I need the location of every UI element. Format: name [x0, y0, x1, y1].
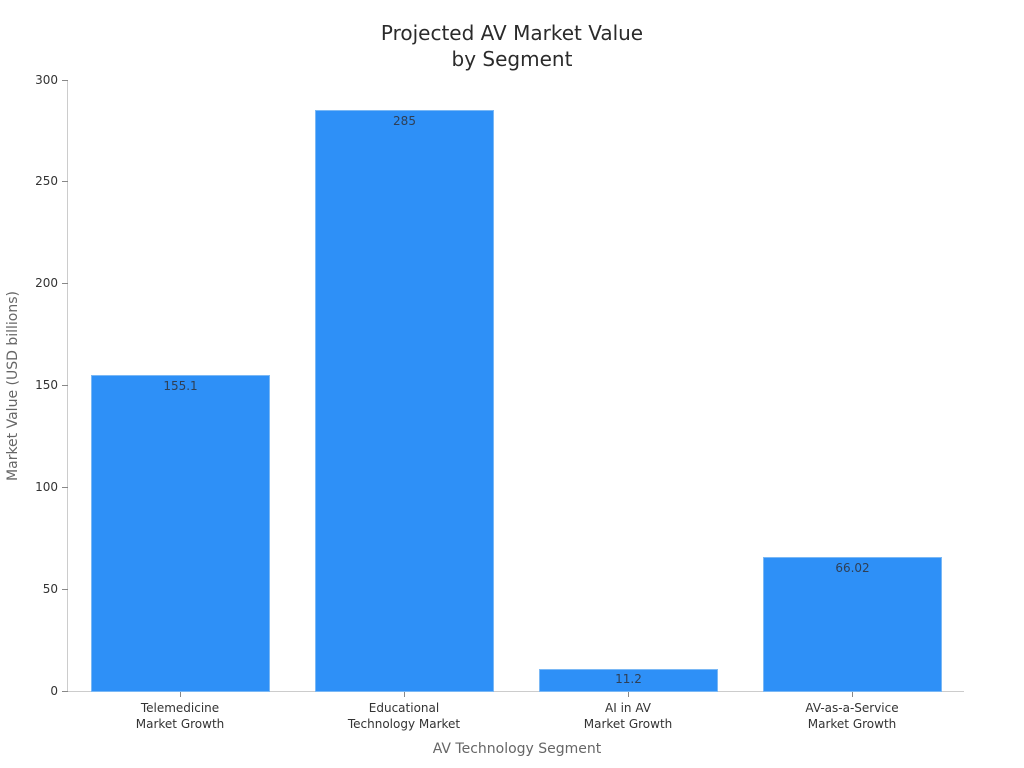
- y-tick-50: [62, 589, 68, 590]
- y-tick-label-300: 300: [35, 73, 58, 87]
- bar-telemedicine[interactable]: 155.1: [91, 375, 270, 692]
- bar-av-as-a-service[interactable]: 66.02: [763, 557, 942, 692]
- x-tick-label-ai-in-av: AI in AV Market Growth: [528, 700, 728, 732]
- bar-value-label: 11.2: [615, 672, 642, 686]
- x-label-line: Market Growth: [135, 717, 225, 731]
- y-tick-150: [62, 385, 68, 386]
- x-tick-label-telemedicine: Telemedicine Market Growth: [80, 700, 280, 732]
- x-label-line: AV-as-a-Service: [805, 701, 899, 715]
- x-label-line: Market Growth: [583, 717, 673, 731]
- chart-title-line-2: by Segment: [451, 47, 573, 71]
- x-axis-line: [67, 691, 964, 692]
- chart-title-line-1: Projected AV Market Value: [380, 21, 644, 45]
- bar-ai-in-av[interactable]: 11.2: [539, 669, 718, 692]
- x-tick-label-educational: Educational Technology Market: [304, 700, 504, 732]
- x-axis-title: AV Technology Segment: [432, 741, 602, 757]
- bar-value-label: 66.02: [835, 561, 870, 575]
- y-tick-200: [62, 283, 68, 284]
- x-tick-educational: [404, 692, 405, 697]
- bar-educational-technology[interactable]: 285: [315, 110, 494, 692]
- y-tick-label-100: 100: [35, 480, 58, 494]
- y-tick-0: [62, 691, 68, 692]
- x-label-line: Technology Market: [347, 717, 461, 731]
- y-tick-label-250: 250: [35, 174, 58, 188]
- x-tick-label-av-as-a-service: AV-as-a-Service Market Growth: [752, 700, 952, 732]
- x-label-line: AI in AV: [605, 701, 651, 715]
- bar-value-label: 155.1: [163, 379, 198, 393]
- chart-title: Projected AV Market Value by Segment: [0, 20, 1024, 72]
- y-tick-300: [62, 80, 68, 81]
- y-tick-label-150: 150: [35, 378, 58, 392]
- x-label-line: Educational: [368, 701, 440, 715]
- x-label-line: Telemedicine: [140, 701, 220, 715]
- y-tick-label-50: 50: [42, 582, 58, 596]
- y-tick-100: [62, 487, 68, 488]
- x-tick-telemedicine: [180, 692, 181, 697]
- y-axis-line: [67, 80, 68, 692]
- x-label-line: Market Growth: [807, 717, 897, 731]
- y-tick-250: [62, 181, 68, 182]
- y-tick-label-0: 0: [50, 684, 58, 698]
- y-tick-label-200: 200: [35, 276, 58, 290]
- bar-value-label: 285: [393, 114, 416, 128]
- x-tick-ai-in-av: [628, 692, 629, 697]
- x-tick-av-as-a-service: [852, 692, 853, 697]
